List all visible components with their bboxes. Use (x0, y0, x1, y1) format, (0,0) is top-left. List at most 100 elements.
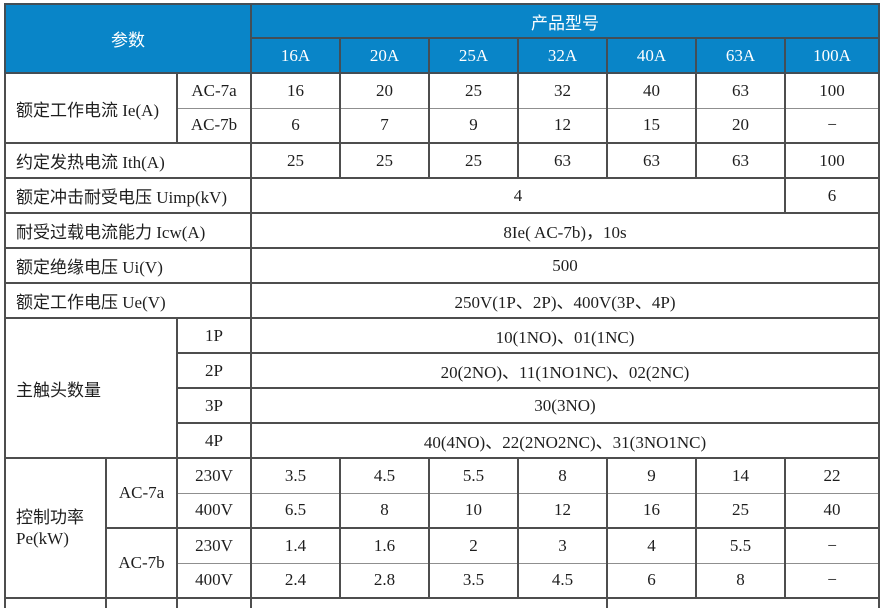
sublabel-ie-ac7a: AC-7a (176, 72, 252, 109)
data-cell: 25 (695, 492, 786, 529)
data-cell: 4 (606, 527, 697, 564)
data-cell-4p: 40(4NO)、22(2NO2NC)、31(3NO1NC) (250, 422, 880, 459)
data-cell: 2.8 (339, 562, 430, 599)
data-cell: 7 (339, 107, 430, 144)
row-label-pe: 控制功率 Pe(kW) (4, 457, 107, 599)
data-cell: 9 (428, 107, 519, 144)
data-cell: 2 (428, 527, 519, 564)
data-cell-3p: 30(3NO) (250, 387, 880, 424)
data-cell: 6.5 (250, 492, 341, 529)
row-label-ui: 额定绝缘电压 Ui(V) (4, 247, 252, 284)
data-cell: 6 (250, 107, 341, 144)
sublabel-pe-ac7b-400v: 400V (176, 562, 252, 599)
pe-label-line2: Pe(kW) (16, 529, 69, 548)
col-header-20a: 20A (339, 37, 430, 74)
row-ue: 额定工作电压 Ue(V) 250V(1P、2P)、400V(3P、4P) (4, 282, 880, 319)
col-header-63a: 63A (695, 37, 786, 74)
data-cell-1p: 10(1NO)、01(1NC) (250, 317, 880, 354)
col-header-32a: 32A (517, 37, 608, 74)
product-model-header-cell: 产品型号 (250, 3, 880, 39)
data-cell: 9 (606, 457, 697, 494)
row-pe-ac7b-230v: AC-7b 230V 1.4 1.6 2 3 4 5.5 − (5, 527, 880, 599)
sublabel-pe-ac7b: AC-7b (105, 527, 178, 599)
col-header-16a: 16A (250, 37, 341, 74)
empty-cell (105, 597, 178, 608)
data-cell: 3.5 (428, 562, 519, 599)
row-partial-clipped (4, 597, 880, 608)
data-cell-uimp-main: 4 (250, 177, 786, 214)
data-cell: 40 (606, 72, 697, 109)
data-cell: 8 (695, 562, 786, 599)
data-cell: − (784, 562, 880, 599)
col-header-25a: 25A (428, 37, 519, 74)
data-cell: 8 (517, 457, 608, 494)
pe-label-line1: 控制功率 (16, 507, 84, 527)
data-cell: 4.5 (517, 562, 608, 599)
header-row-2: 16A 20A 25A 32A 40A 63A 100A (5, 37, 880, 74)
row-pe-ac7a-230v: 控制功率 Pe(kW) AC-7a 230V 3.5 4.5 5.5 8 9 1… (4, 457, 880, 599)
data-cell-icw: 8Ie( AC-7b)，10s (250, 212, 880, 249)
row-label-ie: 额定工作电流 Ie(A) (4, 72, 178, 144)
data-cell: 40 (784, 492, 880, 529)
empty-cell (176, 597, 252, 608)
data-cell: 16 (250, 72, 341, 109)
data-cell-ue: 250V(1P、2P)、400V(3P、4P) (250, 282, 880, 319)
sublabel-2p: 2P (176, 352, 252, 389)
data-cell: 63 (695, 72, 786, 109)
sublabel-pe-ac7a: AC-7a (105, 457, 178, 529)
row-contacts-3p: 3P 30(3NO) (5, 387, 880, 424)
sublabel-pe-ac7b-230v: 230V (176, 527, 252, 564)
data-cell: 8 (339, 492, 430, 529)
sublabel-3p: 3P (176, 387, 252, 424)
row-contacts-1p: 主触头数量 1P 10(1NO)、01(1NC) (4, 317, 880, 459)
data-cell: 12 (517, 107, 608, 144)
data-cell-ui: 500 (250, 247, 880, 284)
row-ith: 约定发热电流 Ith(A) 25 25 25 63 63 63 100 (4, 142, 880, 179)
row-ui: 额定绝缘电压 Ui(V) 500 (4, 247, 880, 284)
data-cell: 1.6 (339, 527, 430, 564)
data-cell: 4.5 (339, 457, 430, 494)
data-cell: 1.4 (250, 527, 341, 564)
row-label-ue: 额定工作电压 Ue(V) (4, 282, 252, 319)
data-cell: 20 (695, 107, 786, 144)
data-cell: − (784, 527, 880, 564)
sublabel-1p: 1P (176, 317, 252, 354)
col-header-40a: 40A (606, 37, 697, 74)
data-cell: 15 (606, 107, 697, 144)
row-pe-ac7b-400v: 400V 2.4 2.8 3.5 4.5 6 8 − (5, 562, 880, 599)
data-cell: 12 (517, 492, 608, 529)
row-label-ith: 约定发热电流 Ith(A) (4, 142, 252, 179)
data-cell: 10 (428, 492, 519, 529)
spec-table: 参数 产品型号 16A 20A 25A 32A 40A 63A 100A 额定工… (4, 3, 880, 608)
data-cell: 25 (339, 142, 430, 179)
row-contacts-2p: 2P 20(2NO)、11(1NO1NC)、02(2NC) (5, 352, 880, 389)
data-cell: 63 (606, 142, 697, 179)
data-cell: 5.5 (695, 527, 786, 564)
data-cell: 2.4 (250, 562, 341, 599)
data-cell: 32 (517, 72, 608, 109)
data-cell: 3 (517, 527, 608, 564)
data-cell: 25 (428, 142, 519, 179)
data-cell: 14 (695, 457, 786, 494)
data-cell: 25 (428, 72, 519, 109)
row-contacts-4p: 4P 40(4NO)、22(2NO2NC)、31(3NO1NC) (5, 422, 880, 459)
data-cell: 100 (784, 72, 880, 109)
empty-cell (606, 597, 880, 608)
header-row-1: 参数 产品型号 (4, 3, 880, 74)
data-cell: 63 (695, 142, 786, 179)
data-cell: 20 (339, 72, 430, 109)
sublabel-ie-ac7b: AC-7b (176, 107, 252, 144)
row-label-contacts: 主触头数量 (4, 317, 178, 459)
param-header-cell: 参数 (4, 3, 252, 74)
row-label-icw: 耐受过载电流能力 Icw(A) (4, 212, 252, 249)
data-cell: 25 (250, 142, 341, 179)
row-pe-ac7a-400v: 400V 6.5 8 10 12 16 25 40 (5, 492, 880, 529)
data-cell: 5.5 (428, 457, 519, 494)
data-cell: 100 (784, 142, 880, 179)
row-uimp: 额定冲击耐受电压 Uimp(kV) 4 6 (4, 177, 880, 214)
empty-cell (250, 597, 608, 608)
sublabel-pe-ac7a-230v: 230V (176, 457, 252, 494)
sublabel-pe-ac7a-400v: 400V (176, 492, 252, 529)
row-ie-ac7b: AC-7b 6 7 9 12 15 20 − (5, 107, 880, 144)
